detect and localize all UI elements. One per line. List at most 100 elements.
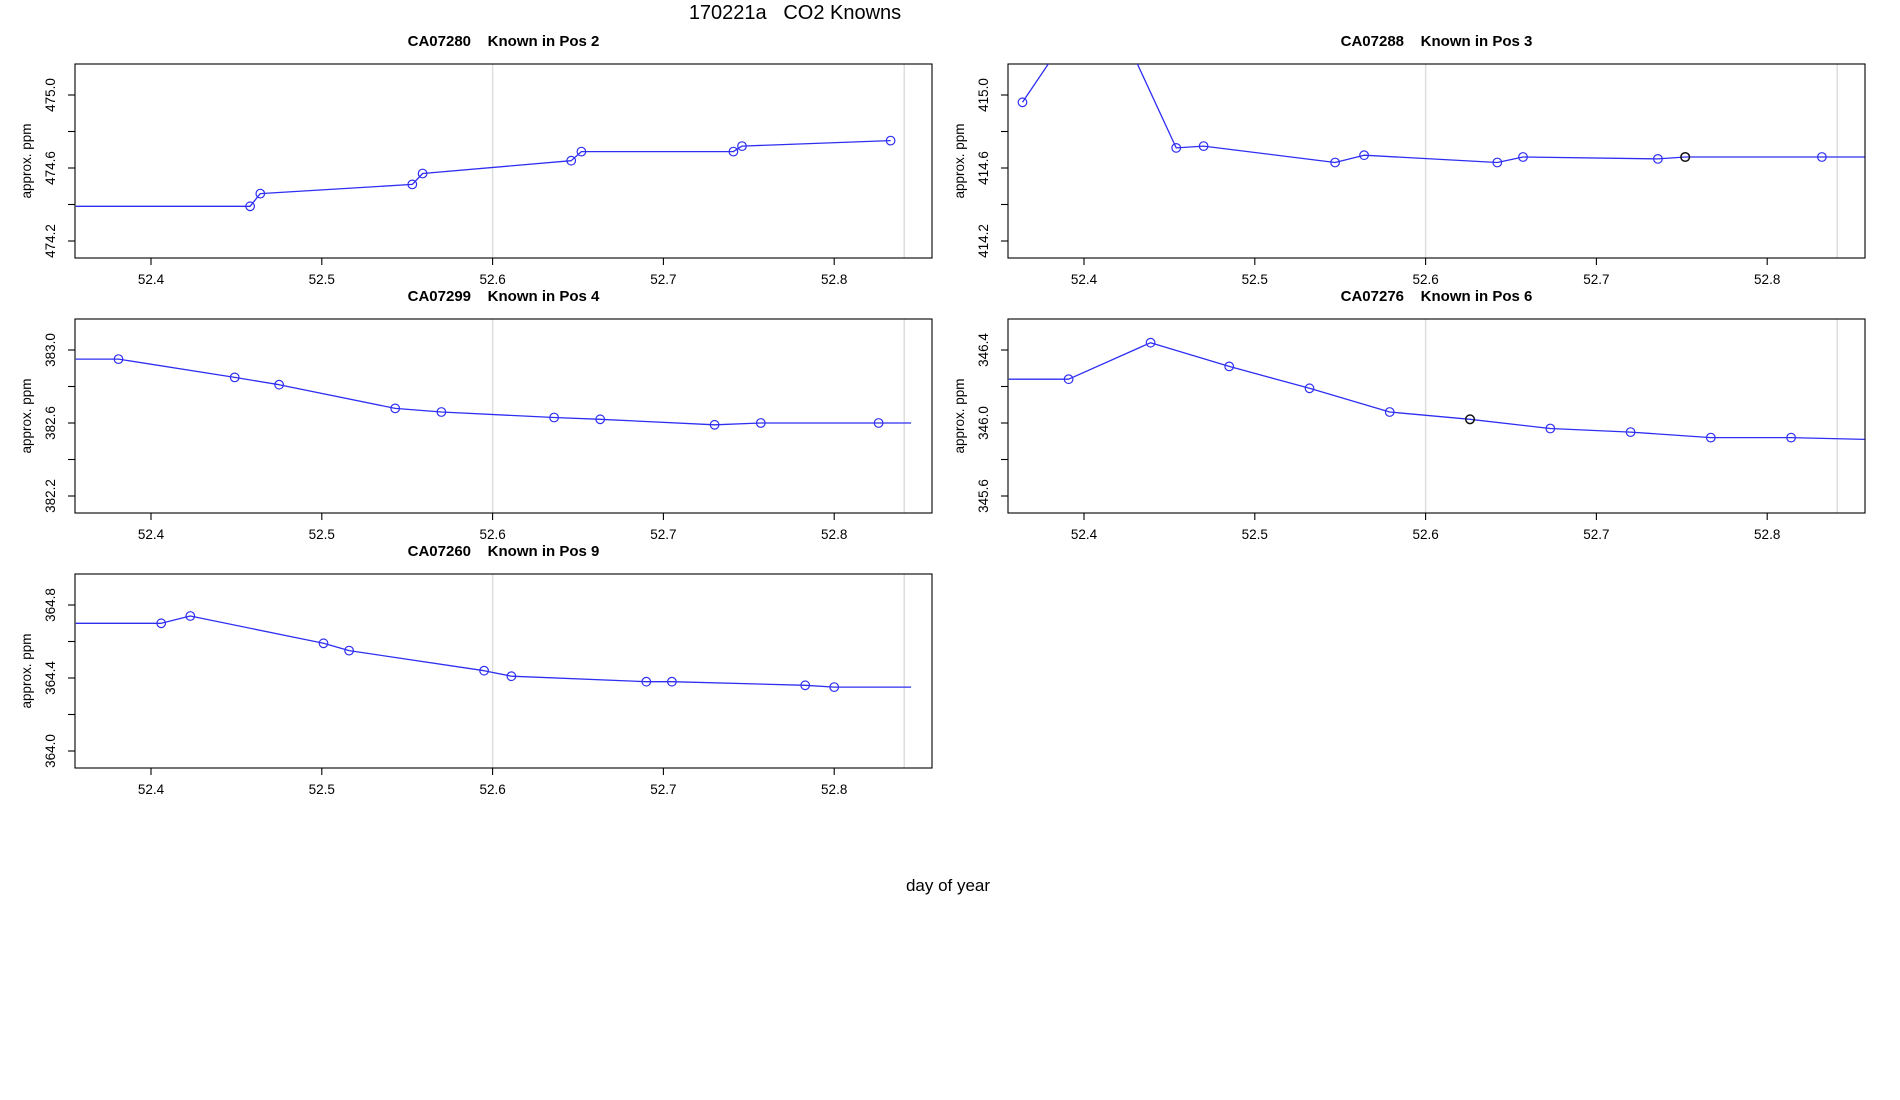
data-point	[1492, 157, 1503, 168]
data-point	[873, 418, 884, 428]
data-point	[1145, 337, 1156, 348]
x-tick-label: 52.5	[1242, 272, 1268, 287]
data-line	[1008, 342, 1865, 441]
data-point	[1017, 97, 1028, 108]
data-point	[728, 146, 739, 157]
data-point	[549, 412, 559, 423]
data-line	[75, 615, 912, 688]
x-tick-label: 52.5	[1242, 527, 1268, 542]
data-point	[755, 418, 766, 428]
x-tick-label: 52.6	[479, 272, 505, 287]
data-point	[390, 403, 401, 414]
plot-box	[74, 573, 933, 769]
series-CA07299	[75, 354, 912, 430]
data-line	[1021, 64, 1865, 164]
plot-box	[1007, 63, 1866, 259]
x-tick-label: 52.6	[479, 527, 505, 542]
series-CA07276	[1008, 337, 1865, 443]
series-CA07260	[75, 611, 912, 693]
x-tick-label: 52.5	[309, 782, 335, 797]
data-point	[641, 676, 652, 687]
y-axis-label: approx. ppm	[952, 123, 967, 198]
data-point	[506, 671, 517, 682]
y-tick-label: 345.6	[976, 479, 991, 513]
data-point	[1817, 152, 1827, 162]
data-point	[1384, 407, 1395, 417]
data-point	[229, 372, 240, 383]
x-tick-label: 52.7	[1583, 527, 1609, 542]
data-point	[737, 141, 747, 151]
data-point	[595, 414, 606, 425]
y-tick-label: 415.0	[976, 78, 991, 112]
y-tick-label: 414.2	[976, 224, 991, 258]
data-point	[885, 135, 896, 146]
data-point	[1198, 141, 1209, 151]
y-tick-label: 346.4	[976, 333, 991, 367]
data-line	[75, 358, 912, 426]
data-point	[1359, 150, 1370, 161]
data-point	[566, 155, 577, 166]
x-tick-label: 52.4	[1071, 272, 1098, 287]
data-point	[479, 665, 490, 676]
y-tick-label: 414.6	[976, 151, 991, 185]
y-tick-label: 383.0	[43, 333, 58, 367]
x-tick-label: 52.7	[650, 527, 676, 542]
data-point	[245, 201, 256, 212]
x-tick-label: 52.5	[309, 527, 335, 542]
x-tick-label: 52.8	[821, 527, 847, 542]
x-tick-label: 52.7	[650, 272, 676, 287]
x-tick-label: 52.4	[138, 272, 165, 287]
y-axis-label: approx. ppm	[19, 633, 34, 708]
y-tick-label: 364.4	[43, 661, 58, 695]
x-tick-label: 52.6	[1412, 527, 1438, 542]
data-point	[1171, 142, 1182, 153]
x-tick-label: 52.6	[1412, 272, 1438, 287]
data-point	[1304, 383, 1315, 394]
data-point	[1625, 427, 1636, 438]
data-point	[709, 419, 720, 430]
data-point	[185, 611, 196, 621]
data-point	[1063, 374, 1074, 385]
data-point	[255, 188, 266, 199]
data-point	[1653, 153, 1663, 164]
y-tick-label: 364.8	[43, 588, 58, 622]
data-line	[75, 139, 891, 207]
y-axis-label: approx. ppm	[19, 123, 34, 198]
data-point	[667, 676, 677, 687]
x-tick-label: 52.8	[1754, 527, 1780, 542]
data-point	[113, 354, 124, 364]
x-tick-label: 52.7	[1583, 272, 1609, 287]
y-tick-label: 364.0	[43, 734, 58, 768]
plot-box	[74, 63, 933, 259]
data-point	[1786, 432, 1796, 443]
x-tick-label: 52.8	[821, 782, 847, 797]
plot-box	[1007, 318, 1866, 514]
plot-ca07288: 52.4 52.5 52.6 52.7 52.8 415.0 414.6 414.2 appro…	[952, 63, 1866, 287]
y-tick-label: 346.0	[976, 406, 991, 440]
data-point	[1330, 157, 1341, 168]
y-tick-label: 474.2	[43, 224, 58, 258]
x-tick-label: 52.4	[138, 527, 165, 542]
data-point	[156, 618, 167, 629]
data-point	[318, 638, 329, 649]
plot-ca07276: 52.4 52.5 52.6 52.7 52.8 346.4 346.0 345.6 appro…	[952, 318, 1866, 542]
y-tick-label: 382.6	[43, 406, 58, 440]
data-point-dark	[1464, 414, 1476, 425]
data-point	[829, 682, 840, 693]
x-tick-label: 52.7	[650, 782, 676, 797]
series-CA07280	[75, 135, 896, 212]
data-point-dark	[1680, 151, 1691, 163]
series-CA07288	[1017, 64, 1865, 168]
data-point	[576, 146, 587, 157]
x-tick-label: 52.8	[821, 272, 847, 287]
x-tick-label: 52.6	[479, 782, 505, 797]
plot-ca07299: 52.4 52.5 52.6 52.7 52.8 383.0 382.6 382.2 appro…	[19, 318, 933, 542]
x-tick-label: 52.4	[1071, 527, 1098, 542]
data-point	[417, 168, 428, 179]
panel-title-ca07276: CA07276 Known in Pos 6	[1340, 288, 1533, 305]
plot-ca07280: 52.4 52.5 52.6 52.7 52.8 475.0 474.6 474.2 appro…	[19, 63, 933, 287]
data-point	[407, 179, 418, 190]
y-tick-label: 474.6	[43, 151, 58, 185]
data-point	[800, 680, 811, 691]
